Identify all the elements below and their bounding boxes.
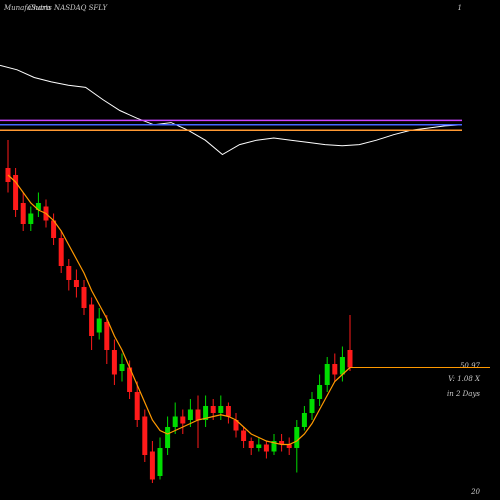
candle-body	[256, 444, 262, 448]
candle-body	[149, 451, 155, 480]
candle-body	[195, 409, 201, 420]
candle-body	[20, 203, 26, 224]
candle-body	[324, 364, 330, 385]
candle-body	[332, 364, 338, 375]
candle-body	[301, 413, 307, 427]
candle-body	[165, 427, 171, 448]
bottom-label: 20	[470, 488, 480, 496]
candle-body	[286, 444, 292, 448]
moving-average	[7, 174, 351, 446]
volume-label: V: 1.08 X	[448, 375, 481, 383]
days-label: in 2 Days	[447, 390, 480, 398]
candle-body	[66, 266, 72, 280]
candle-body	[263, 444, 269, 452]
candle-body	[218, 406, 224, 413]
candle-body	[157, 448, 163, 476]
candle-body	[187, 409, 193, 420]
candle-body	[172, 416, 178, 427]
candle-body	[51, 220, 57, 238]
candle-body	[58, 238, 64, 266]
candle-body	[210, 406, 216, 413]
brand: MunafaSutra	[3, 4, 51, 12]
candle-body	[73, 280, 79, 287]
candle-body	[13, 175, 19, 210]
candle-body	[127, 367, 133, 392]
candle-body	[104, 322, 110, 350]
candle-body	[233, 420, 239, 431]
candle-body	[317, 385, 323, 399]
candle-body	[203, 406, 209, 420]
candle-body	[81, 287, 87, 308]
candle-body	[309, 399, 315, 413]
candle-body	[347, 350, 353, 368]
candle-body	[134, 392, 140, 420]
chart-title: Charts NASDAQ SFLY	[28, 4, 108, 12]
indicator-line	[0, 64, 463, 156]
candle-body	[294, 427, 300, 448]
candle-body	[271, 441, 277, 452]
candle-body	[28, 213, 34, 224]
candle-body	[35, 203, 41, 210]
candle-body	[248, 441, 254, 448]
candle-body	[339, 357, 345, 375]
candle-body	[241, 430, 247, 441]
candle-body	[180, 416, 186, 424]
candle-body	[119, 364, 125, 371]
candle-body	[89, 304, 95, 336]
candle-body	[142, 416, 148, 455]
candle-body	[96, 318, 102, 333]
candle-body	[225, 406, 231, 417]
corner-label: 1	[458, 4, 462, 12]
candle-body	[111, 350, 117, 375]
candle-body	[279, 441, 285, 445]
price-label: 50.97	[460, 362, 481, 370]
